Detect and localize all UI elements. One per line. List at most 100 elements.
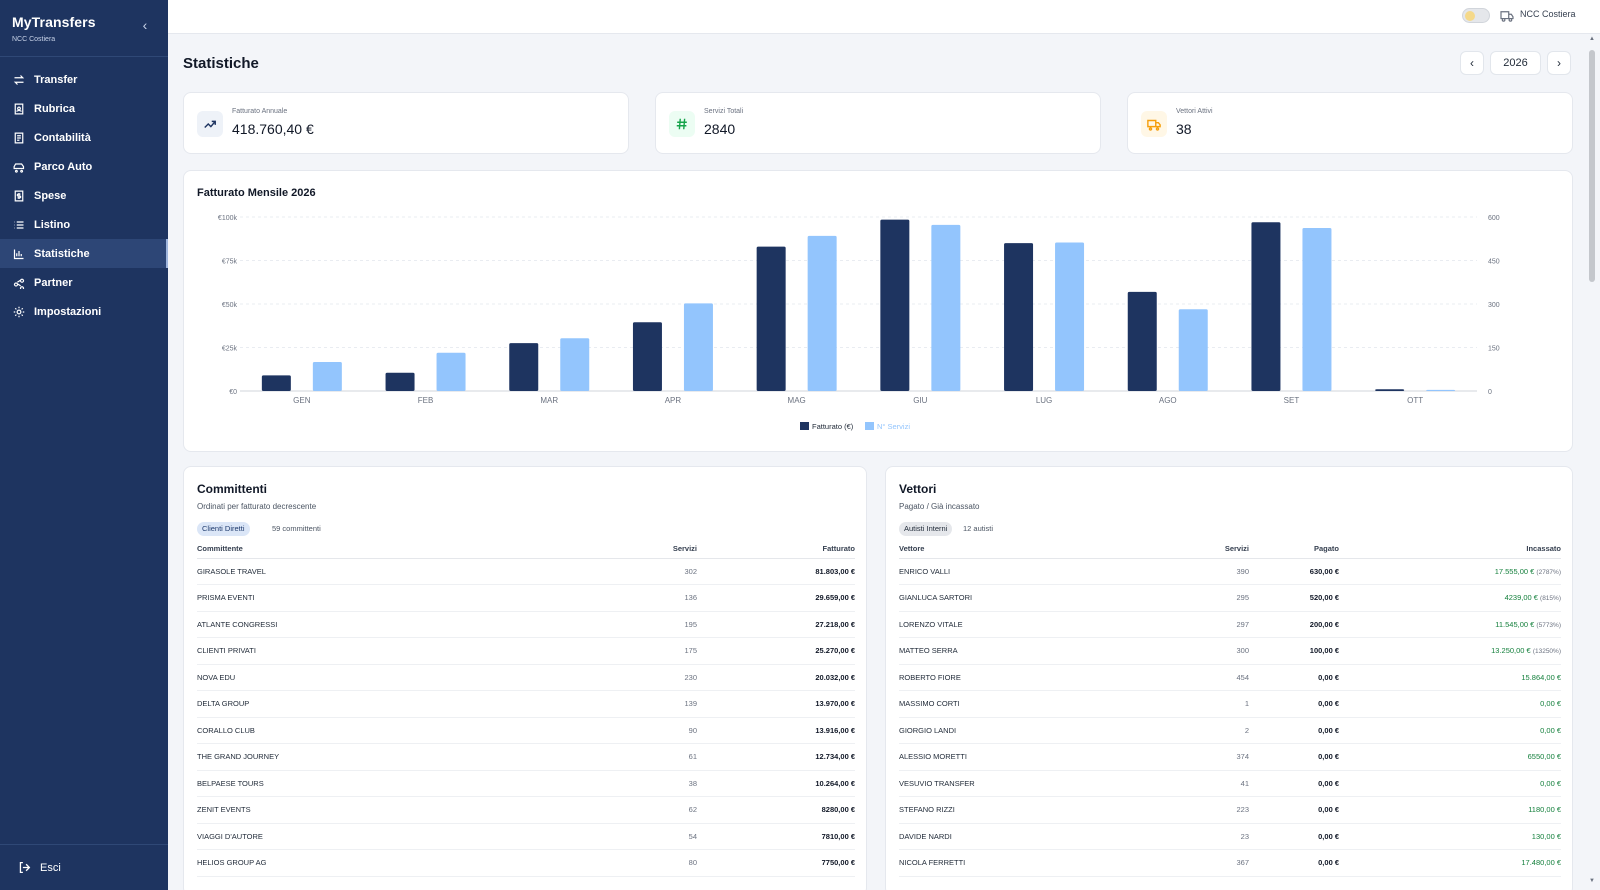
fatturato-value: 10.264,00 € bbox=[697, 770, 855, 797]
sidebar-item-label: Transfer bbox=[34, 73, 78, 86]
bar-fatturato[interactable] bbox=[1251, 222, 1281, 391]
sidebar-item-listino[interactable]: Listino bbox=[0, 210, 168, 239]
company-name: NCC Costiera bbox=[1520, 9, 1576, 19]
x-tick-label: GIU bbox=[913, 396, 927, 405]
table-row[interactable]: ROBERTO FIORE 454 0,00 € 15.864,00 € bbox=[899, 664, 1561, 691]
servizi-count: 62 bbox=[597, 796, 697, 824]
table-row[interactable]: VESUVIO TRANSFER 41 0,00 €0,00 € bbox=[899, 770, 1561, 797]
pagato-value: 630,00 € bbox=[1249, 558, 1339, 585]
prev-year-button[interactable]: ‹ bbox=[1460, 51, 1484, 75]
incassato-value: 17.480,00 € bbox=[1521, 858, 1561, 868]
table-row[interactable]: STEFANO RIZZI 223 0,00 € 1180,00 € bbox=[899, 796, 1561, 824]
bar-fatturato[interactable] bbox=[261, 375, 291, 391]
kpi-value: 38 bbox=[1176, 121, 1192, 137]
sidebar-item-partner[interactable]: Partner bbox=[0, 268, 168, 297]
col-committente[interactable]: Committente bbox=[197, 540, 597, 559]
bar-fatturato[interactable] bbox=[1004, 243, 1034, 391]
bar-servizi[interactable] bbox=[312, 362, 342, 391]
y-left-tick-label: €25k bbox=[222, 346, 238, 353]
vettore-name: ROBERTO FIORE bbox=[899, 664, 1139, 691]
legend-label-fatturato[interactable]: Fatturato (€) bbox=[812, 422, 854, 431]
sidebar-item-parco-auto[interactable]: Parco Auto bbox=[0, 152, 168, 181]
legend-swatch-fatturato[interactable] bbox=[800, 422, 809, 430]
scroll-down-arrow-icon[interactable]: ▼ bbox=[1589, 878, 1595, 884]
sidebar-item-label: Spese bbox=[34, 189, 67, 202]
incassato-value: 13.250,00 € bbox=[1491, 646, 1531, 656]
clienti-diretti-filter[interactable]: Clienti Diretti bbox=[197, 522, 250, 536]
theme-toggle[interactable] bbox=[1462, 8, 1490, 23]
table-row[interactable]: THE GRAND JOURNEY 61 12.734,00 € bbox=[197, 743, 855, 771]
fatturato-value: 13.916,00 € bbox=[697, 717, 855, 744]
bar-fatturato[interactable] bbox=[880, 219, 910, 391]
sidebar-item-rubrica[interactable]: Rubrica bbox=[0, 94, 168, 123]
bar-servizi[interactable] bbox=[436, 352, 466, 391]
table-row[interactable]: VIAGGI D'AUTORE 54 7810,00 € bbox=[197, 823, 855, 850]
bar-servizi[interactable] bbox=[683, 303, 713, 391]
table-row[interactable]: ENRICO VALLI 390 630,00 €17.555,00 € (2787… bbox=[899, 558, 1561, 585]
table-row[interactable]: LORENZO VITALE 297 200,00 €11.545,00 € (57… bbox=[899, 611, 1561, 638]
table-row[interactable]: MASSIMO CORTI 1 0,00 €0,00 € bbox=[899, 690, 1561, 718]
sidebar-item-impostazioni[interactable]: Impostazioni bbox=[0, 297, 168, 326]
kpi-label: Fatturato Annuale bbox=[232, 108, 288, 115]
bar-servizi[interactable] bbox=[560, 338, 590, 391]
bar-chart: €0 €25k €50k €75k €100k 0 150 300 450 600 GEN FEB MA… bbox=[218, 215, 1500, 431]
page-scrollbar[interactable]: ▲ ▼ bbox=[1588, 36, 1596, 886]
scroll-thumb[interactable] bbox=[1589, 50, 1595, 282]
table-row[interactable]: HELIOS GROUP AG 80 7750,00 € bbox=[197, 849, 855, 877]
y-left-tick-label: €0 bbox=[229, 389, 237, 396]
table-row[interactable]: DELTA GROUP 139 13.970,00 € bbox=[197, 690, 855, 718]
incassato-cell: 11.545,00 € (5773%) bbox=[1339, 611, 1561, 638]
bar-servizi[interactable] bbox=[807, 235, 837, 391]
bar-fatturato[interactable] bbox=[385, 372, 415, 391]
col-servizi[interactable]: Servizi bbox=[1139, 540, 1249, 559]
year-display[interactable]: 2026 bbox=[1490, 51, 1541, 75]
x-tick-label: APR bbox=[665, 396, 682, 405]
bar-fatturato[interactable] bbox=[509, 343, 539, 391]
table-row[interactable]: CORALLO CLUB 90 13.916,00 € bbox=[197, 717, 855, 744]
sidebar-item-spese[interactable]: Spese bbox=[0, 181, 168, 210]
bar-fatturato[interactable] bbox=[1375, 389, 1405, 391]
sidebar-item-contabilit-[interactable]: Contabilità bbox=[0, 123, 168, 152]
logout-button[interactable]: Esci bbox=[0, 844, 168, 890]
fatturato-value: 25.270,00 € bbox=[697, 637, 855, 665]
autisti-interni-filter[interactable]: Autisti Interni bbox=[899, 522, 953, 536]
collapse-sidebar-chevron-icon[interactable]: ‹ bbox=[142, 17, 148, 33]
kpi-cards: Fatturato Annuale 418.760,40 € Servizi Tot… bbox=[183, 92, 1573, 154]
legend-swatch-servizi[interactable] bbox=[865, 422, 874, 430]
col-servizi[interactable]: Servizi bbox=[597, 540, 697, 559]
year-selector: ‹ 2026 › bbox=[1460, 51, 1571, 75]
table-row[interactable]: ATLANTE CONGRESSI 195 27.218,00 € bbox=[197, 611, 855, 638]
col-incassato[interactable]: Incassato bbox=[1339, 540, 1561, 559]
bar-servizi[interactable] bbox=[931, 224, 961, 391]
table-row[interactable]: ZENIT EVENTS 62 8280,00 € bbox=[197, 796, 855, 824]
bar-servizi[interactable] bbox=[1426, 389, 1456, 391]
col-fatturato[interactable]: Fatturato bbox=[697, 540, 855, 559]
table-row[interactable]: PRISMA EVENTI 136 29.659,00 € bbox=[197, 584, 855, 612]
legend-label-servizi[interactable]: N° Servizi bbox=[877, 422, 910, 431]
pagato-value: 100,00 € bbox=[1249, 637, 1339, 665]
table-row[interactable]: NOVA EDU 230 20.032,00 € bbox=[197, 664, 855, 691]
table-row[interactable]: GIRASOLE TRAVEL 302 81.803,00 € bbox=[197, 558, 855, 585]
scroll-up-arrow-icon[interactable]: ▲ bbox=[1589, 36, 1595, 42]
table-row[interactable]: DAVIDE NARDI 23 0,00 € 130,00 € bbox=[899, 823, 1561, 850]
sidebar-item-statistiche[interactable]: Statistiche bbox=[0, 239, 168, 268]
table-row[interactable]: GIORGIO LANDI 2 0,00 €0,00 € bbox=[899, 717, 1561, 744]
table-row[interactable]: ALESSIO MORETTI 374 0,00 € 6550,00 € bbox=[899, 743, 1561, 771]
bar-fatturato[interactable] bbox=[1127, 291, 1157, 391]
bar-fatturato[interactable] bbox=[632, 322, 662, 391]
table-row[interactable]: MATTEO SERRA 300 100,00 €13.250,00 € (1325… bbox=[899, 637, 1561, 665]
table-row[interactable]: NICOLA FERRETTI 367 0,00 € 17.480,00 € bbox=[899, 849, 1561, 877]
bar-fatturato[interactable] bbox=[756, 246, 786, 391]
table-row[interactable]: BELPAESE TOURS 38 10.264,00 € bbox=[197, 770, 855, 797]
vettori-count: 12 autisti bbox=[963, 524, 994, 533]
next-year-button[interactable]: › bbox=[1547, 51, 1571, 75]
sidebar-item-transfer[interactable]: Transfer bbox=[0, 65, 168, 94]
col-pagato[interactable]: Pagato bbox=[1249, 540, 1339, 559]
bar-servizi[interactable] bbox=[1178, 309, 1208, 391]
bar-servizi[interactable] bbox=[1055, 242, 1085, 391]
table-row[interactable]: CLIENTI PRIVATI 175 25.270,00 € bbox=[197, 637, 855, 665]
table-row[interactable]: GIANLUCA SARTORI 295 520,00 €4239,00 € (81… bbox=[899, 584, 1561, 612]
bar-servizi[interactable] bbox=[1302, 228, 1332, 391]
col-vettore[interactable]: Vettore bbox=[899, 540, 1139, 559]
vettore-name: NICOLA FERRETTI bbox=[899, 849, 1139, 877]
